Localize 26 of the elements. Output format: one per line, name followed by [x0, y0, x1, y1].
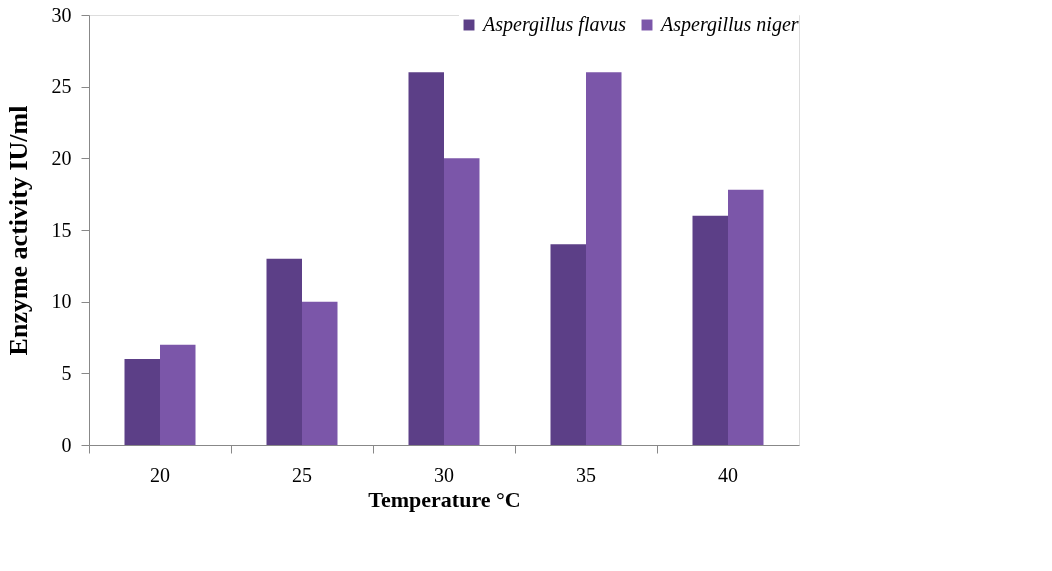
bar: [124, 359, 160, 445]
y-tick-label: 0: [61, 433, 72, 456]
y-tick-label: 10: [51, 290, 72, 313]
y-tick-label: 20: [51, 146, 72, 169]
bar: [160, 344, 196, 445]
bar: [728, 189, 764, 445]
x-axis-title: Temperature °C: [368, 486, 521, 512]
bar: [302, 301, 338, 445]
x-tick-label: 25: [292, 463, 312, 486]
bar: [444, 158, 480, 445]
x-tick-label: 40: [718, 463, 738, 486]
x-tick-label: 35: [576, 463, 596, 486]
bar: [550, 244, 586, 445]
y-tick-label: 5: [61, 361, 72, 384]
bar: [692, 215, 728, 445]
x-tick-label: 20: [150, 463, 170, 486]
y-tick-label: 15: [51, 218, 72, 241]
x-tick-label: 30: [434, 463, 454, 486]
legend-label: Aspergillus flavus: [481, 13, 627, 36]
bar: [408, 72, 444, 445]
bar: [266, 258, 302, 445]
y-tick-label: 25: [51, 75, 72, 98]
bar: [586, 72, 622, 445]
legend-label: Aspergillus niger: [659, 13, 799, 36]
y-tick-label: 30: [51, 3, 72, 26]
y-axis-title: Enzyme activity IU/ml: [3, 105, 33, 356]
